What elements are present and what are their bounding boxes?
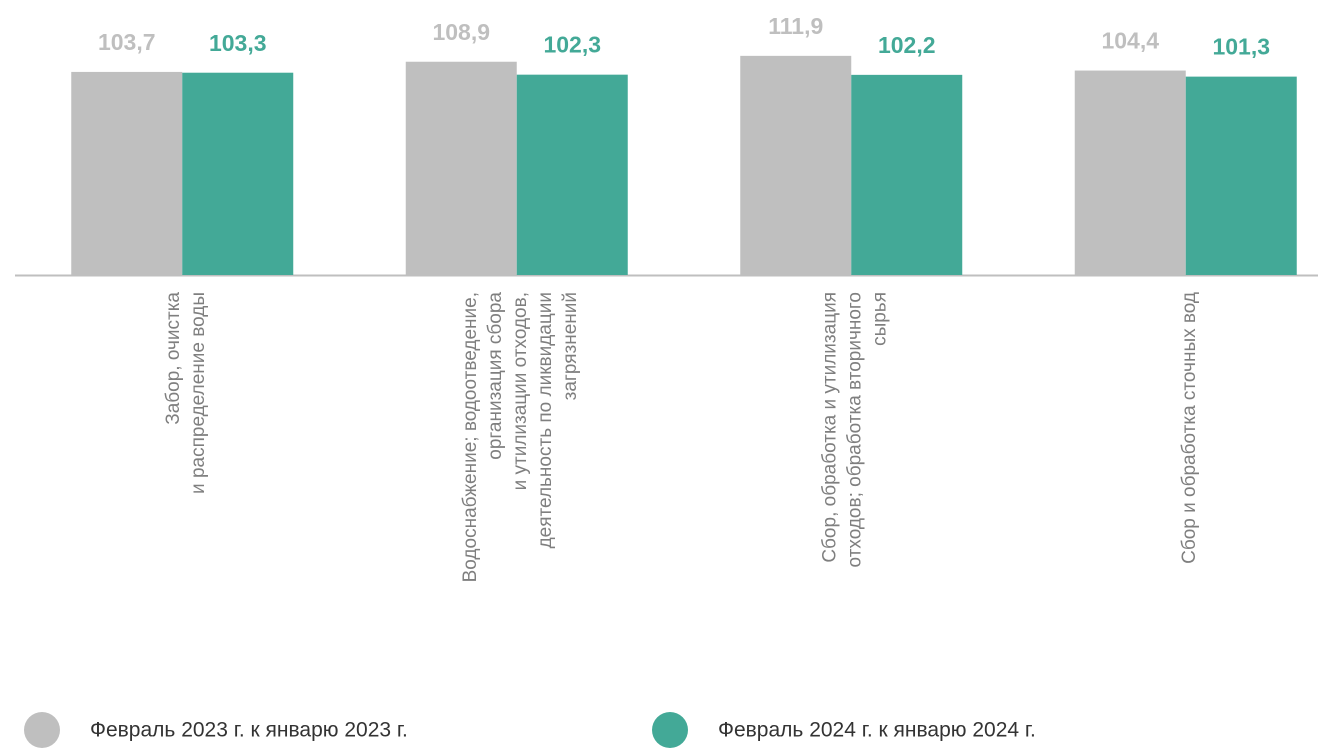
bar (740, 55, 852, 275)
bar (851, 74, 963, 275)
legend-marker (652, 712, 688, 748)
value-label: 102,3 (543, 32, 601, 58)
x-tick-label: Сбор и обработка сточных вод (1179, 292, 1200, 564)
bar (71, 71, 183, 275)
x-tick-label: Забор, очистка и распределение воды (163, 292, 209, 494)
value-label: 103,3 (209, 30, 267, 56)
bar (516, 74, 628, 275)
value-label: 104,4 (1101, 28, 1159, 54)
value-label: 103,7 (98, 29, 156, 55)
bar (405, 61, 517, 275)
x-tick-label: Сбор, обработка и утилизация отходов; обр… (819, 292, 890, 567)
legend-label: Февраль 2024 г. к январю 2024 г. (718, 719, 1036, 742)
legend-marker (24, 712, 60, 748)
value-label: 102,2 (878, 32, 936, 58)
value-label: 111,9 (768, 13, 823, 39)
bar (182, 72, 294, 276)
value-label: 108,9 (432, 19, 490, 45)
x-tick-label: Водоснабжение; водоотведение, организация… (460, 292, 581, 583)
bar (1074, 70, 1186, 275)
value-label: 101,3 (1212, 34, 1270, 60)
legend-label: Февраль 2023 г. к январю 2023 г. (90, 719, 408, 742)
bar (1185, 76, 1297, 275)
